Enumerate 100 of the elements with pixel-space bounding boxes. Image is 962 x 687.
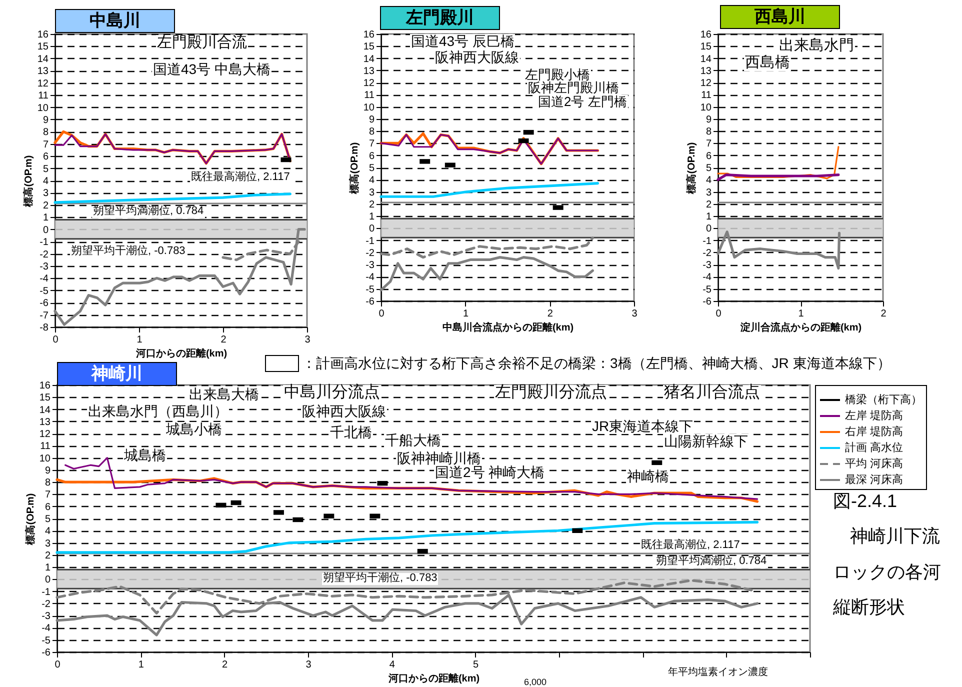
annotation: 千船大橋 <box>384 432 442 448</box>
x-tick-label: 0 <box>716 308 722 320</box>
annotation: 阪神左門殿川橋 <box>527 80 620 95</box>
annotation: 城島橋 <box>123 447 167 463</box>
y-tick-label: -4 <box>40 274 49 285</box>
y-tick-label: -5 <box>40 286 49 297</box>
x-tick-label: 0 <box>52 334 59 346</box>
y-tick-label: 8 <box>706 126 712 138</box>
y-tick-label: 2 <box>44 550 51 562</box>
y-tick-label: 5 <box>368 163 375 174</box>
y-tick-label: 14 <box>37 54 49 65</box>
chart-title: 神崎川 <box>57 362 177 386</box>
y-tick-label: 14 <box>363 54 375 65</box>
y-tick-label: 3 <box>368 187 375 198</box>
y-tick-label: 16 <box>39 380 51 392</box>
y-tick-label: -1 <box>702 236 712 247</box>
x-tick-label: 1 <box>136 334 143 346</box>
y-tick-label: 12 <box>363 78 375 90</box>
y-tick-label: -3 <box>366 260 375 272</box>
text: 神崎川下流 <box>850 526 940 546</box>
y-tick-label: -3 <box>42 611 51 622</box>
y-tick-label: 11 <box>701 90 712 102</box>
y-tick-label: -4 <box>42 623 51 634</box>
y-axis-title: 標高(OP.m) <box>24 493 36 546</box>
y-tick-label: 13 <box>700 66 712 77</box>
annotation: 山陽新幹線下 <box>663 433 749 449</box>
y-tick-label: 5 <box>706 163 712 174</box>
annotation: 城島小橋 <box>165 421 223 437</box>
y-tick-label: 2 <box>42 200 49 212</box>
x-tick-label: 1 <box>463 308 470 320</box>
chart-title: 左門殿川 <box>380 6 500 30</box>
text: 縦断形状 <box>833 597 905 617</box>
y-tick-label: 0 <box>44 574 51 586</box>
y-tick-label: 11 <box>40 441 51 452</box>
y-tick-label: 6 <box>42 152 49 163</box>
x-tick-label: 4 <box>389 660 396 670</box>
y-tick-label: -2 <box>702 248 712 259</box>
y-tick-label: -5 <box>366 284 375 296</box>
y-tick-label: 3 <box>42 188 49 200</box>
annotation: 千北橋 <box>329 424 373 440</box>
text: 図-2.4.1 <box>833 491 898 511</box>
y-tick-label: 7 <box>368 138 375 150</box>
y-tick-label: 10 <box>363 102 375 114</box>
y-tick-label: 13 <box>37 66 49 78</box>
y-tick-label: 15 <box>363 42 375 53</box>
y-tick-label: -5 <box>42 635 51 646</box>
annotation: 阪神神崎川橋 <box>396 450 482 466</box>
y-tick-label: 11 <box>364 90 375 102</box>
y-tick-label: -6 <box>366 296 375 308</box>
x-axis-title: 河口からの距離(km) <box>134 348 228 360</box>
y-tick-label: 0 <box>706 224 712 235</box>
y-tick-label: 4 <box>368 175 375 186</box>
y-tick-label: 6 <box>706 150 712 162</box>
x-tick-label: 0 <box>54 660 61 670</box>
y-tick-label: 8 <box>44 478 51 489</box>
ref-line-label: 既往最高潮位, 2.117 <box>640 539 741 552</box>
annotation: 阪神西大阪線 <box>434 49 520 65</box>
text: ：計画高水位に対する桁下高さ余裕不足の橋梁：3橋（左門橋、神崎大橋、JR 東海道本線下） <box>302 355 891 371</box>
y-tick-label: 10 <box>700 102 712 114</box>
y-tick-label: 16 <box>700 30 712 40</box>
y-tick-label: 15 <box>39 392 51 404</box>
ref-line-label: 朔望平均干潮位, -0.783 <box>70 245 186 258</box>
y-tick-label: 14 <box>700 54 712 65</box>
y-tick-label: 16 <box>363 30 375 40</box>
text: 年平均塩素イオン濃度 <box>668 667 768 678</box>
annotation: 出来島水門（西島川） <box>87 403 229 419</box>
y-tick-label: 8 <box>42 127 49 138</box>
y-tick-label: 12 <box>37 78 49 90</box>
y-tick-label: 2 <box>368 199 375 210</box>
y-axis-title: 標高(OP.m) <box>348 142 360 195</box>
y-tick-label: 13 <box>39 416 51 428</box>
annotation: 神崎橋 <box>626 468 670 484</box>
legend-label: 平均 河床高 <box>845 457 904 470</box>
y-tick-label: 1 <box>42 212 49 224</box>
y-tick-label: -4 <box>366 272 375 284</box>
annotation: 左門殿小橋 <box>524 67 591 82</box>
y-tick-label: -1 <box>42 586 51 598</box>
y-tick-label: 9 <box>44 465 51 476</box>
annotation: 国道2号 神崎大橋 <box>434 464 546 480</box>
annotation: 左門殿川分流点 <box>494 384 608 402</box>
y-tick-label: -1 <box>40 237 49 248</box>
y-tick-label: 3 <box>706 187 712 198</box>
legend-label: 最深 河床高 <box>845 473 904 486</box>
y-tick-label: 15 <box>700 42 712 53</box>
y-tick-label: 1 <box>706 212 712 223</box>
y-tick-label: -2 <box>40 249 49 260</box>
y-tick-label: 13 <box>363 66 375 77</box>
text: ロックの各河 <box>833 562 941 582</box>
x-tick-label: 1 <box>798 308 804 320</box>
y-tick-label: 9 <box>42 114 49 126</box>
annotation: 国道2号 左門橋 <box>537 94 628 109</box>
ref-line-label: 朔望平均干潮位, -0.783 <box>322 572 438 585</box>
ref-line-label: 既往最高潮位, 2.117 <box>190 171 291 184</box>
annotation: JR東海道本線下 <box>591 418 694 434</box>
annotation: 国道43号 辰巳橋 <box>410 33 516 49</box>
chart-title: 中島川 <box>55 9 175 33</box>
y-tick-label: 7 <box>44 490 51 501</box>
y-tick-label: 12 <box>39 429 51 440</box>
legend-label: 計画 高水位 <box>845 441 904 454</box>
y-tick-label: 9 <box>706 114 712 126</box>
